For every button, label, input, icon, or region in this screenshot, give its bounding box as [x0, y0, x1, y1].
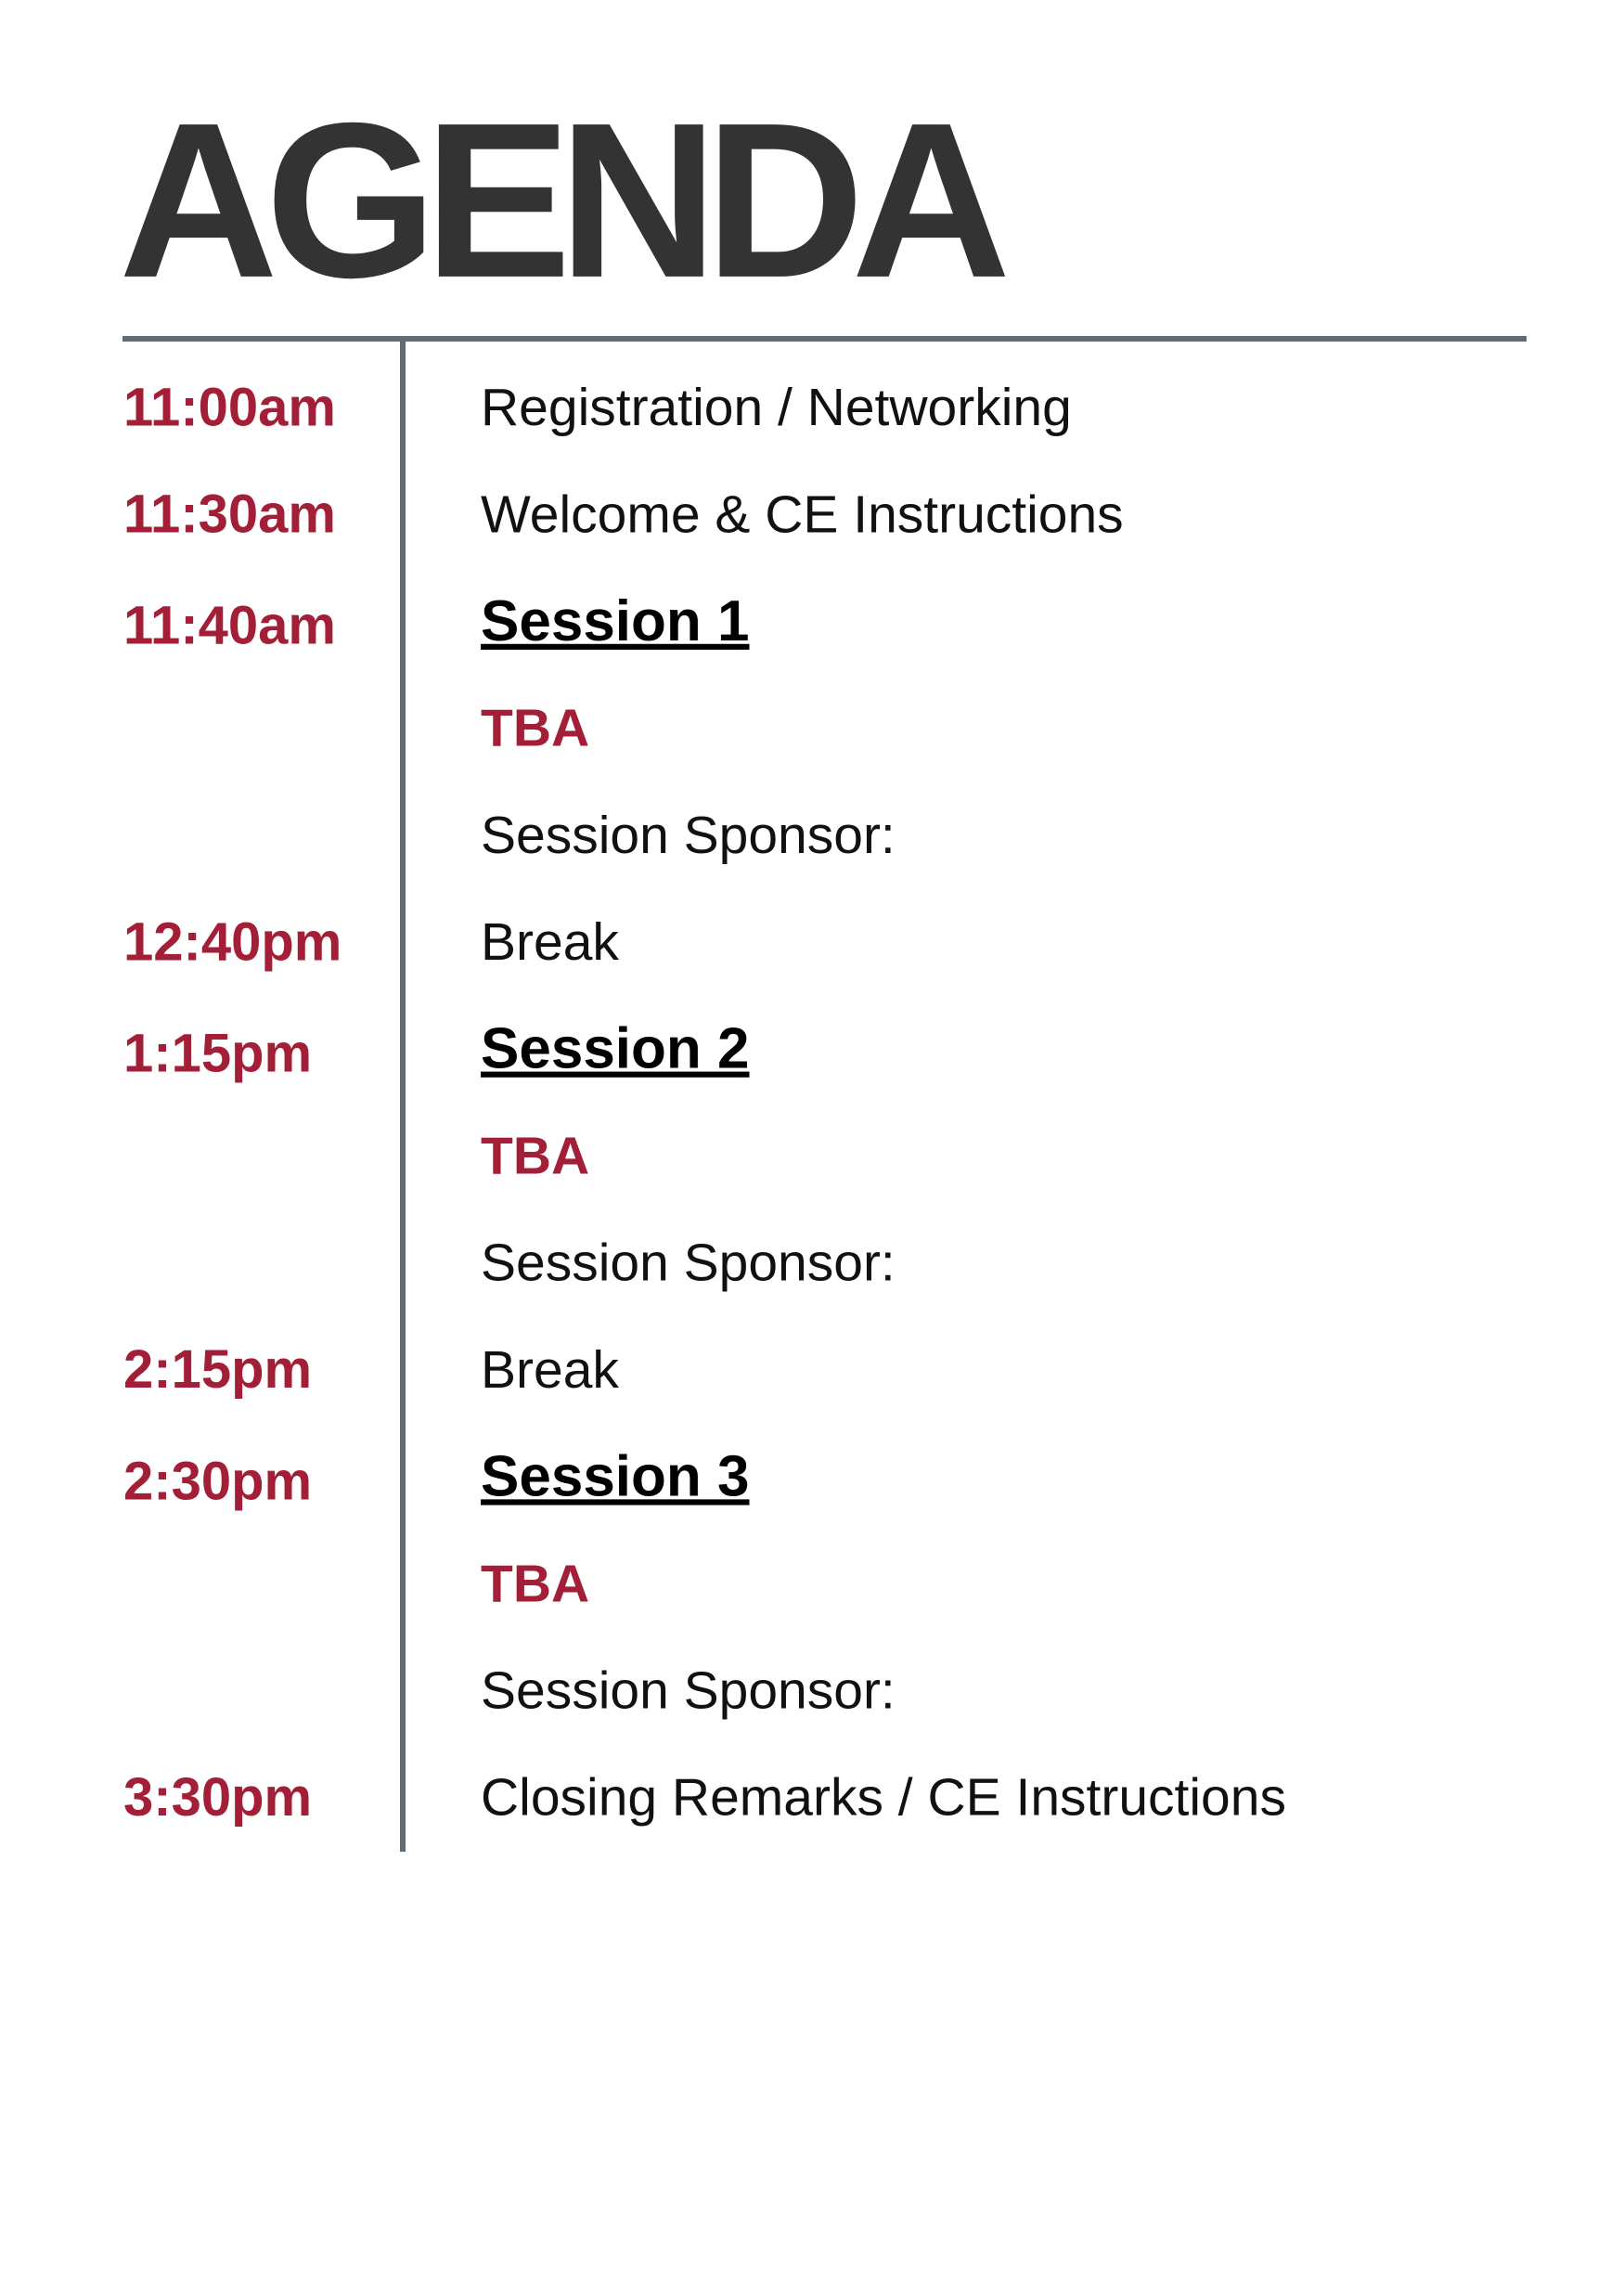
- time: 12:40pm: [123, 911, 342, 972]
- time: 11:00am: [123, 377, 336, 437]
- time: 3:30pm: [123, 1767, 312, 1828]
- activity: Break: [481, 912, 619, 972]
- time: 1:15pm: [123, 1024, 312, 1084]
- time: 2:15pm: [123, 1339, 312, 1400]
- activity: Registration / Networking: [481, 378, 1072, 437]
- session-title: Session 1: [481, 589, 749, 653]
- time: 11:30am: [123, 485, 336, 545]
- sponsor: Session Sponsor:: [481, 806, 896, 865]
- speaker: TBA: [481, 699, 589, 758]
- time: 11:40am: [123, 596, 336, 656]
- sponsor: Session Sponsor:: [481, 1234, 896, 1293]
- activity: Break: [481, 1340, 619, 1400]
- sponsor: Session Sponsor:: [481, 1660, 896, 1720]
- speaker: TBA: [481, 1126, 589, 1185]
- speaker: TBA: [481, 1554, 589, 1613]
- session-title: Session 3: [481, 1444, 749, 1508]
- page-title: AGENDA: [119, 78, 1005, 324]
- activity: Closing Remarks / CE Instructions: [481, 1768, 1286, 1828]
- session-title: Session 2: [481, 1017, 749, 1081]
- time: 2:30pm: [123, 1451, 312, 1511]
- activity: Welcome & CE Instructions: [481, 485, 1124, 544]
